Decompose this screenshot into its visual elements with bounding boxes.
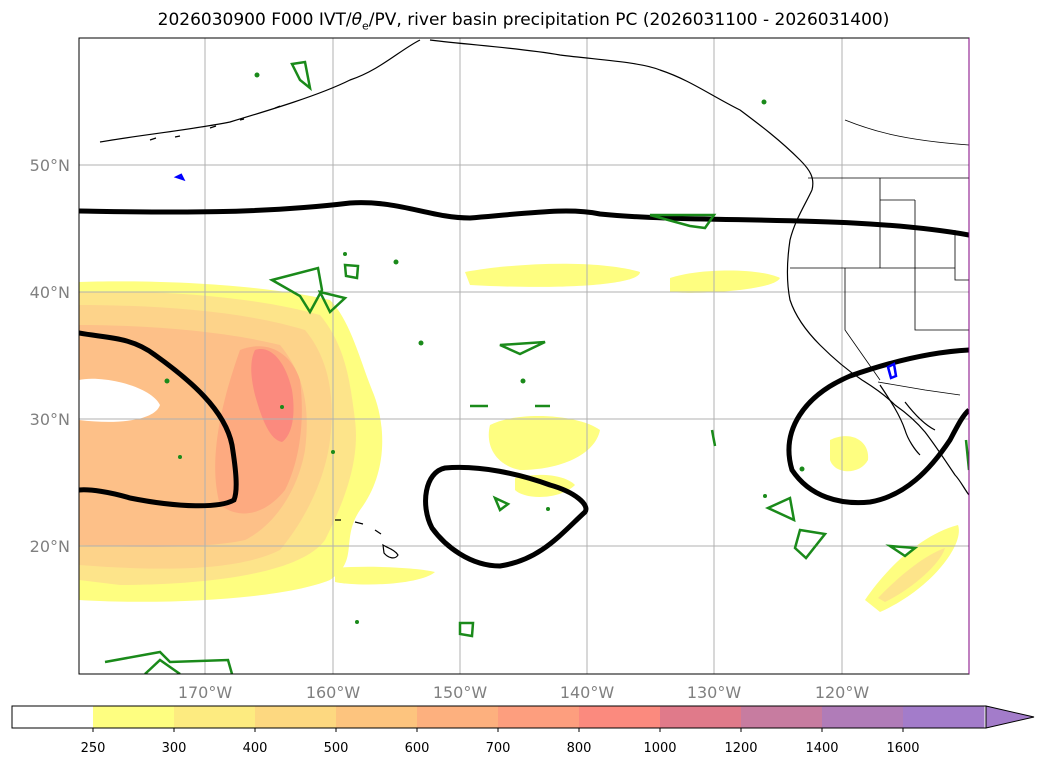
pv-7 <box>710 429 717 447</box>
colorbar: 250 300 400 500 600 700 800 1000 1200 1400 1600 <box>11 705 1035 756</box>
ivt-southeast-core <box>878 548 945 602</box>
pv-8 <box>492 495 511 512</box>
theta-e-east <box>786 347 969 506</box>
colorbar-label: 600 <box>405 741 430 756</box>
colorbar-label: 700 <box>486 741 511 756</box>
colorbar-swatch <box>903 706 985 728</box>
colorbar-label: 400 <box>243 741 268 756</box>
pv-dots <box>164 72 805 624</box>
colorbar-swatch <box>579 706 661 728</box>
ivt-hole <box>79 378 160 422</box>
ivt-north-band <box>465 263 640 287</box>
colorbar-labels: 250 300 400 500 600 700 800 1000 1200 1400 1600 <box>81 728 920 756</box>
lon-label-140w: 140°W <box>560 683 615 702</box>
alaska-coast <box>99 39 814 191</box>
lat-label-30: 30°N <box>30 410 70 429</box>
colorbar-swatch <box>498 706 580 728</box>
pv-11 <box>885 544 919 558</box>
colorbar-label: 1200 <box>724 741 757 756</box>
lon-label-170w: 170°W <box>178 683 233 702</box>
ivt-south-strip <box>335 566 435 585</box>
lat-label-50: 50°N <box>30 156 70 175</box>
colorbar-label: 1600 <box>886 741 919 756</box>
ivt-shading <box>79 263 959 612</box>
ivt-east-spot <box>830 436 869 472</box>
colorbar-swatch <box>93 706 175 728</box>
pv-9 <box>764 496 796 523</box>
colorbar-label: 1400 <box>805 741 838 756</box>
ivt-mid-blob <box>488 415 600 470</box>
pv-1 <box>290 60 312 92</box>
pv-3 <box>343 263 360 280</box>
pv-contours <box>104 60 969 674</box>
lat-labels: 50°N 40°N 30°N 20°N <box>30 156 70 556</box>
colorbar-label: 500 <box>324 741 349 756</box>
colorbar-extend-arrow <box>985 705 1035 729</box>
colorbar-swatches <box>12 706 985 728</box>
mexico-border <box>877 381 961 396</box>
coastlines <box>99 39 969 559</box>
lon-label-150w: 150°W <box>433 683 488 702</box>
theta-e-west <box>79 330 239 509</box>
pv-10 <box>793 528 828 560</box>
colorbar-label: 250 <box>81 741 106 756</box>
pv-5 <box>649 213 717 230</box>
aleutians <box>149 105 281 141</box>
lon-label-130w: 130°W <box>687 683 742 702</box>
west-coast-us <box>786 189 969 496</box>
borders <box>790 119 969 396</box>
colorbar-swatch <box>12 706 94 728</box>
theta-e-north <box>79 200 969 238</box>
ivt-north-band-east <box>670 270 780 293</box>
colorbar-label: 1000 <box>643 741 676 756</box>
pv-13 <box>104 650 234 674</box>
gridlines <box>79 38 969 674</box>
canada-province <box>844 119 969 146</box>
colorbar-frame <box>11 705 987 729</box>
lat-label-40: 40°N <box>30 283 70 302</box>
pv-2 <box>268 266 348 315</box>
colorbar-label: 800 <box>567 741 592 756</box>
hawaii <box>335 519 399 559</box>
lon-label-120w: 120°W <box>815 683 870 702</box>
map-title: 2026030900 F000 IVT/θe/PV, river basin p… <box>157 10 890 33</box>
lon-labels: 170°W 160°W 150°W 140°W 130°W 120°W <box>178 683 870 702</box>
theta-e-center <box>423 464 589 569</box>
colorbar-swatch <box>174 706 256 728</box>
colorbar-swatch <box>336 706 418 728</box>
state-borders <box>790 178 969 381</box>
colorbar-swatch <box>255 706 337 728</box>
theta-e-contours <box>79 200 969 569</box>
lon-label-160w: 160°W <box>306 683 361 702</box>
baja <box>879 384 936 456</box>
colorbar-swatch <box>660 706 742 728</box>
pv-4 <box>499 340 546 356</box>
pv-12 <box>458 621 475 638</box>
lat-label-20: 20°N <box>30 537 70 556</box>
colorbar-swatch <box>822 706 904 728</box>
colorbar-swatch <box>417 706 499 728</box>
pv-blue <box>173 173 898 380</box>
colorbar-label: 300 <box>162 741 187 756</box>
colorbar-swatch <box>741 706 823 728</box>
